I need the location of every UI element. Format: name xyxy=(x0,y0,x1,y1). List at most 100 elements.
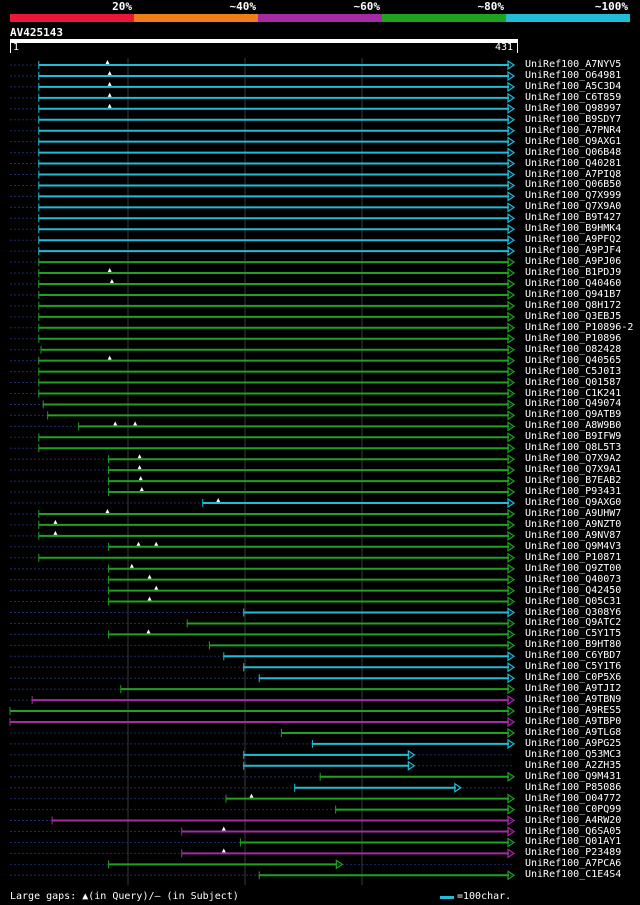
hit-label[interactable]: UniRef100_A8W9B0 xyxy=(525,420,622,432)
hit-track xyxy=(10,70,516,82)
hit-arrow-icon xyxy=(507,465,516,476)
hit-label[interactable]: UniRef100_Q7X999 xyxy=(525,190,622,202)
hit-arrow-icon xyxy=(507,136,516,147)
hit-label[interactable]: UniRef100_Q01AY1 xyxy=(525,836,622,848)
hit-label[interactable]: UniRef100_Q7X9A0 xyxy=(525,201,622,213)
hit-label[interactable]: UniRef100_B1PDJ9 xyxy=(525,267,622,279)
hit-label[interactable]: UniRef100_Q53MC3 xyxy=(525,748,622,760)
hit-label[interactable]: UniRef100_Q05C31 xyxy=(525,595,622,607)
hit-label[interactable]: UniRef100_Q40565 xyxy=(525,354,622,366)
query-gap-marker-icon xyxy=(221,848,226,853)
hit-label[interactable]: UniRef100_Q40073 xyxy=(525,573,622,585)
hit-label[interactable]: UniRef100_P93431 xyxy=(525,486,622,498)
hit-label[interactable]: UniRef100_Q01587 xyxy=(525,376,622,388)
hit-label[interactable]: UniRef100_Q6SA05 xyxy=(525,825,622,837)
hit-label[interactable]: UniRef100_Q7X9A2 xyxy=(525,453,622,465)
hit-label[interactable]: UniRef100_Q98997 xyxy=(525,102,622,114)
hit-label[interactable]: UniRef100_Q308Y6 xyxy=(525,606,622,618)
hit-label[interactable]: UniRef100_Q9M431 xyxy=(525,770,622,782)
hit-label[interactable]: UniRef100_A9NZT0 xyxy=(525,518,622,530)
hit-label[interactable]: UniRef100_B9HT80 xyxy=(525,639,622,651)
hit-label[interactable]: UniRef100_Q8L5T3 xyxy=(525,442,622,454)
hit-arrow-icon xyxy=(507,662,516,673)
hit-arrow-icon xyxy=(507,311,516,322)
hit-track xyxy=(10,793,516,804)
hit-label[interactable]: UniRef100_P10871 xyxy=(525,551,622,563)
hit-label[interactable]: UniRef100_Q9ZT00 xyxy=(525,562,622,574)
hit-label[interactable]: UniRef100_C6YBD7 xyxy=(525,650,622,662)
hit-label[interactable]: UniRef100_C0P5X6 xyxy=(525,672,622,684)
hit-arrow-icon xyxy=(507,355,516,366)
hit-track xyxy=(10,465,516,476)
hit-label[interactable]: UniRef100_A7NYV5 xyxy=(525,59,622,70)
hit-label[interactable]: UniRef100_O82428 xyxy=(525,343,622,355)
hit-label[interactable]: UniRef100_A9NV87 xyxy=(525,529,622,541)
hit-label[interactable]: UniRef100_C0PQ99 xyxy=(525,803,622,815)
hit-arrow-icon xyxy=(507,815,516,826)
hit-label[interactable]: UniRef100_Q9M4V3 xyxy=(525,540,622,552)
hit-label[interactable]: UniRef100_C5Y1T5 xyxy=(525,628,622,640)
hit-label[interactable]: UniRef100_A9PFQ2 xyxy=(525,234,622,246)
hit-label[interactable]: UniRef100_C5Y1T6 xyxy=(525,661,622,673)
hit-label[interactable]: UniRef100_A9TJI2 xyxy=(525,683,622,695)
hit-label[interactable]: UniRef100_C1K241 xyxy=(525,387,622,399)
query-gap-marker-icon xyxy=(107,268,112,273)
hit-track xyxy=(10,59,516,71)
hit-label[interactable]: UniRef100_Q06B48 xyxy=(525,146,622,158)
hit-track xyxy=(10,848,516,859)
hit-label[interactable]: UniRef100_B9HMK4 xyxy=(525,223,622,235)
hit-label[interactable]: UniRef100_A7PIQ8 xyxy=(525,168,622,180)
hit-track xyxy=(10,738,516,750)
hit-label[interactable]: UniRef100_A2ZH35 xyxy=(525,759,622,771)
hit-label[interactable]: UniRef100_B7EAB2 xyxy=(525,475,622,487)
hit-label[interactable]: UniRef100_Q941B7 xyxy=(525,288,622,300)
hit-label[interactable]: UniRef100_A4RW20 xyxy=(525,814,622,826)
hit-label[interactable]: UniRef100_Q9AXG1 xyxy=(525,135,622,147)
hit-label[interactable]: UniRef100_A9PJ06 xyxy=(525,256,622,268)
hit-track xyxy=(10,158,516,169)
hit-label[interactable]: UniRef100_C1E4S4 xyxy=(525,869,622,881)
hit-label[interactable]: UniRef100_Q9AXG0 xyxy=(525,497,622,508)
hit-label[interactable]: UniRef100_Q42450 xyxy=(525,584,622,596)
hit-label[interactable]: UniRef100_O04772 xyxy=(525,792,622,804)
hit-label[interactable]: UniRef100_Q8H172 xyxy=(525,299,622,311)
hit-label[interactable]: UniRef100_C6T859 xyxy=(525,91,622,103)
hit-label[interactable]: UniRef100_P23489 xyxy=(525,847,622,859)
legend-segment xyxy=(506,14,630,22)
hit-track xyxy=(10,443,516,454)
hit-label[interactable]: UniRef100_B9IFW9 xyxy=(525,431,622,443)
hit-label[interactable]: UniRef100_A9TLG8 xyxy=(525,726,622,738)
hit-label[interactable]: UniRef100_P10896-2 xyxy=(525,321,634,333)
hit-label[interactable]: UniRef100_O64981 xyxy=(525,69,622,81)
hit-label[interactable]: UniRef100_A7PNR4 xyxy=(525,124,622,136)
hit-label[interactable]: UniRef100_P10896 xyxy=(525,332,622,344)
hit-track xyxy=(10,519,516,531)
hit-label[interactable]: UniRef100_A9TBP0 xyxy=(525,716,622,727)
hit-label[interactable]: UniRef100_Q7X9A1 xyxy=(525,464,622,476)
hit-label[interactable]: UniRef100_A9RES5 xyxy=(525,705,622,717)
hit-arrow-icon xyxy=(507,738,516,750)
hit-label[interactable]: UniRef100_A9TBN9 xyxy=(525,694,622,706)
hit-label[interactable]: UniRef100_C5J0I3 xyxy=(525,365,622,377)
hit-label[interactable]: UniRef100_A7PCA6 xyxy=(525,858,622,870)
hit-label[interactable]: UniRef100_Q9ATB9 xyxy=(525,409,622,421)
hit-label[interactable]: UniRef100_A9PJF4 xyxy=(525,245,622,257)
hit-label[interactable]: UniRef100_P85086 xyxy=(525,781,622,793)
hit-label[interactable]: UniRef100_Q40281 xyxy=(525,157,622,169)
hit-arrow-icon xyxy=(507,59,516,71)
hit-label[interactable]: UniRef100_Q3EBJ5 xyxy=(525,310,622,322)
hit-label[interactable]: UniRef100_Q9ATC2 xyxy=(525,617,622,629)
hit-label[interactable]: UniRef100_B9T427 xyxy=(525,212,622,224)
hit-label[interactable]: UniRef100_A9UHW7 xyxy=(525,507,622,519)
hit-label[interactable]: UniRef100_Q40460 xyxy=(525,278,622,289)
hit-arrow-icon xyxy=(507,870,516,881)
hit-label[interactable]: UniRef100_Q49074 xyxy=(525,398,622,410)
hit-track xyxy=(10,618,516,629)
hit-track xyxy=(10,410,516,421)
hit-label[interactable]: UniRef100_A5C3D4 xyxy=(525,80,622,92)
hit-label[interactable]: UniRef100_A9PG25 xyxy=(525,737,622,749)
hit-label[interactable]: UniRef100_B9SDY7 xyxy=(525,113,622,125)
hit-label[interactable]: UniRef100_Q06B50 xyxy=(525,179,622,191)
query-gap-marker-icon xyxy=(129,563,134,568)
gaps-legend: Large gaps: ▲(in Query)/– (in Subject) xyxy=(10,891,239,902)
